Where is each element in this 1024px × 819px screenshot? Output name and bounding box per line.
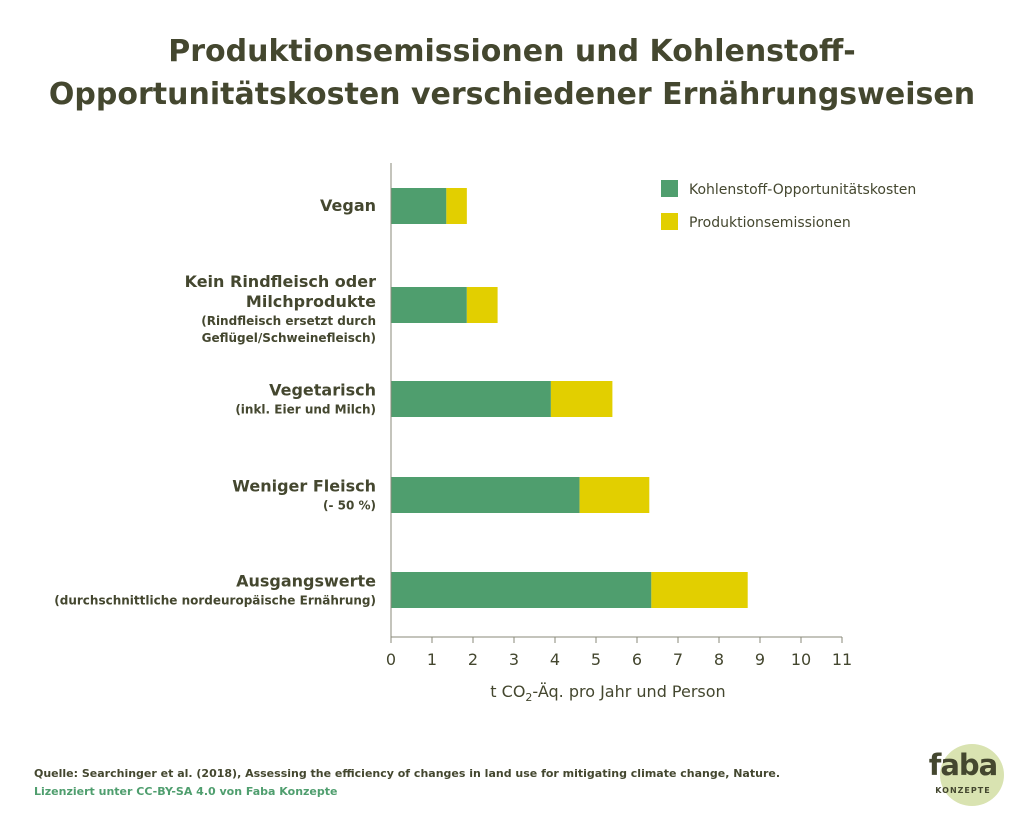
license-note: Lizenziert unter CC-BY-SA 4.0 von Faba K…: [34, 785, 338, 798]
source-note: Quelle: Searchinger et al. (2018), Asses…: [34, 767, 781, 780]
legend-swatch-1: [661, 213, 678, 230]
category-label-1-main-0: Kein Rindfleisch oder: [185, 272, 377, 291]
legend-label-0: Kohlenstoff-Opportunitätskosten: [689, 182, 916, 198]
category-label-3-sub-0: (- 50 %): [323, 499, 376, 513]
x-tick-label-2: 2: [468, 650, 478, 669]
bar-production-2: [550, 381, 613, 417]
chart-title: Produktionsemissionen und Kohlenstoff- O…: [20, 30, 1004, 116]
bar-opportunity-0: [391, 188, 447, 224]
title-line-1: Produktionsemissionen und Kohlenstoff-: [168, 34, 856, 69]
category-label-2-sub-0: (inkl. Eier und Milch): [235, 403, 376, 417]
category-label-2-main-0: Vegetarisch: [269, 381, 376, 400]
legend-label-1: Produktionsemissionen: [689, 215, 851, 231]
category-label-1-main-1: Milchprodukte: [246, 292, 376, 311]
category-label-1-sub-1: Geflügel/Schweinefleisch): [202, 331, 376, 345]
logo-subtext: KONZEPTE: [935, 786, 991, 795]
title-line-2: Opportunitätskosten verschiedener Ernähr…: [48, 77, 976, 112]
category-label-0-main-0: Vegan: [320, 196, 376, 215]
x-tick-label-6: 6: [632, 650, 642, 669]
category-label-4-main-0: Ausgangswerte: [236, 572, 376, 591]
x-tick-label-3: 3: [509, 650, 519, 669]
x-tick-label-10: 10: [791, 650, 811, 669]
bars: [391, 188, 748, 608]
category-label-3-main-0: Weniger Fleisch: [232, 477, 376, 496]
x-tick-label-4: 4: [550, 650, 560, 669]
bar-opportunity-2: [391, 381, 551, 417]
faba-logo: faba KONZEPTE: [918, 742, 1006, 808]
x-tick-label-1: 1: [427, 650, 437, 669]
bar-opportunity-4: [391, 572, 652, 608]
logo-word: faba: [928, 748, 999, 782]
legend-swatch-0: [661, 180, 678, 197]
category-label-4-sub-0: (durchschnittliche nordeuropäische Ernäh…: [54, 594, 376, 608]
x-tick-label-5: 5: [591, 650, 601, 669]
bar-production-4: [651, 572, 748, 608]
x-tick-label-9: 9: [755, 650, 765, 669]
bar-opportunity-1: [391, 287, 467, 323]
bar-production-0: [446, 188, 467, 224]
bar-opportunity-3: [391, 477, 580, 513]
x-tick-label-0: 0: [386, 650, 396, 669]
x-ticks: 0 1 2 3 4 5 6 7 8 9 10 11: [386, 637, 852, 669]
category-label-1-sub-0: (Rindfleisch ersetzt durch: [201, 314, 376, 328]
x-tick-label-8: 8: [714, 650, 724, 669]
logo-blob: [940, 744, 1004, 806]
bar-production-3: [579, 477, 650, 513]
x-tick-label-7: 7: [673, 650, 683, 669]
x-axis-title: t CO2-Äq. pro Jahr und Person: [490, 682, 725, 704]
x-tick-label-11: 11: [832, 650, 852, 669]
legend: Kohlenstoff-Opportunitätskosten Produktio…: [661, 180, 916, 231]
bar-production-1: [466, 287, 498, 323]
